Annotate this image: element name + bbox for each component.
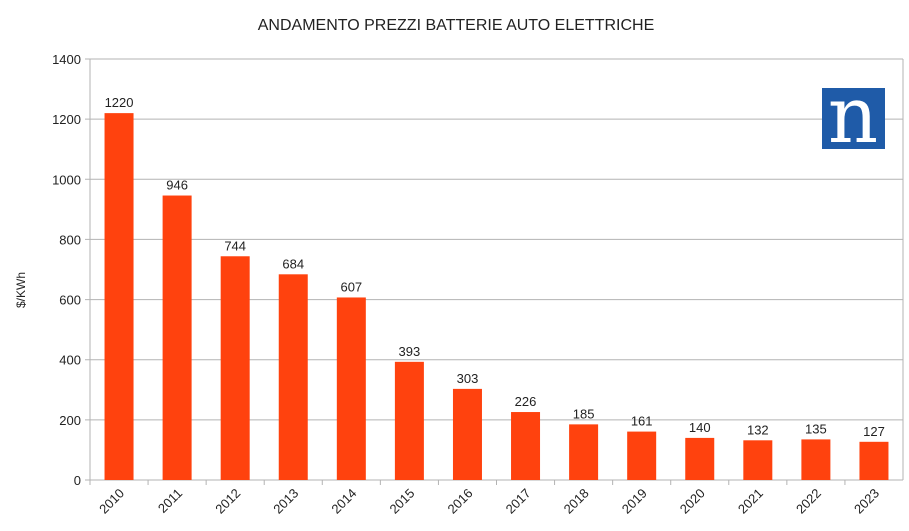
y-tick-label: 600 [59, 293, 81, 308]
data-label: 607 [340, 279, 362, 294]
data-label: 135 [805, 421, 827, 436]
x-tick-label: 2015 [386, 486, 417, 517]
y-tick-label: 1400 [52, 52, 81, 67]
x-tick-label: 2010 [96, 486, 127, 517]
data-label: 393 [399, 344, 421, 359]
y-tick-label: 400 [59, 353, 81, 368]
bar [278, 274, 308, 480]
x-tick-label: 2014 [328, 486, 359, 517]
chart-title: ANDAMENTO PREZZI BATTERIE AUTO ELETTRICH… [258, 17, 655, 34]
x-tick-label: 2011 [155, 486, 185, 516]
data-label: 127 [863, 424, 885, 439]
bar [511, 412, 541, 480]
data-label: 185 [573, 406, 595, 421]
bar [685, 437, 715, 480]
data-label: 140 [689, 420, 711, 435]
x-tick-label: 2021 [735, 486, 766, 517]
bar [801, 439, 831, 480]
bar [859, 441, 889, 480]
data-label: 161 [631, 414, 653, 429]
x-tick-label: 2012 [212, 486, 243, 517]
bar [336, 297, 366, 480]
y-tick-label: 200 [59, 413, 81, 428]
y-tick-label: 800 [59, 232, 81, 247]
y-tick-label: 1000 [52, 172, 81, 187]
data-label: 946 [166, 178, 188, 193]
data-label: 1220 [105, 95, 134, 110]
data-label: 132 [747, 422, 769, 437]
x-tick-label: 2020 [677, 486, 708, 517]
data-label: 744 [224, 238, 246, 253]
x-tick-label: 2019 [619, 486, 650, 517]
logo-letter: n [828, 71, 878, 161]
logo: n [822, 71, 885, 161]
x-tick-label: 2023 [851, 486, 882, 517]
bar [452, 388, 482, 480]
x-tick-label: 2022 [793, 486, 824, 517]
bar [220, 256, 250, 480]
y-axis-label: $/KWh [14, 272, 28, 308]
bar [104, 113, 134, 480]
data-label: 684 [282, 256, 304, 271]
data-label: 303 [457, 371, 479, 386]
data-label: 226 [515, 394, 537, 409]
bar [627, 431, 657, 480]
bar [162, 195, 192, 480]
x-tick-label: 2017 [503, 486, 534, 517]
y-tick-label: 0 [74, 473, 81, 488]
bar [743, 440, 773, 480]
logo-background [822, 88, 885, 149]
x-tick-label: 2018 [561, 486, 592, 517]
bar [569, 424, 599, 480]
x-tick-label: 2016 [445, 486, 476, 517]
x-tick-label: 2013 [270, 486, 301, 517]
y-tick-label: 1200 [52, 112, 81, 127]
bar [394, 361, 424, 480]
